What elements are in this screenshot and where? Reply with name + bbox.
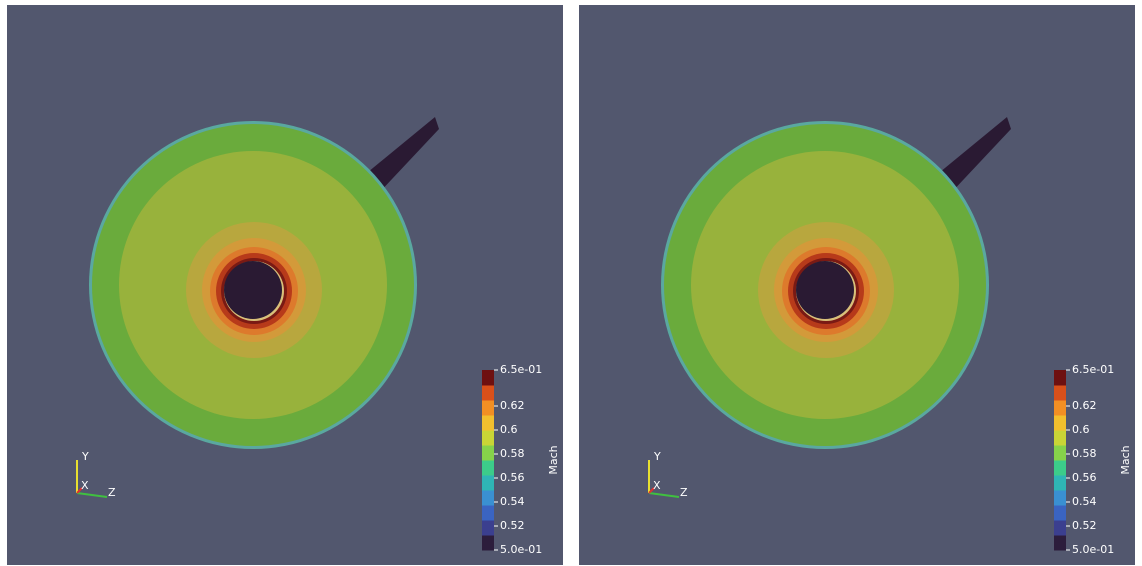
color-band <box>1054 505 1066 521</box>
hole <box>796 261 854 319</box>
colorbar-tick-label: 0.52 <box>1072 519 1097 532</box>
color-band <box>482 400 494 416</box>
colorbar-title: Mach <box>547 445 560 474</box>
color-band <box>482 445 494 461</box>
color-band <box>482 505 494 521</box>
color-band <box>482 415 494 431</box>
colorbar-tick-label: 0.58 <box>1072 447 1097 460</box>
color-band <box>482 460 494 476</box>
colorbar-tick-label: 0.6 <box>1072 423 1090 436</box>
color-band <box>482 490 494 506</box>
axis-x-label: X <box>653 479 661 492</box>
color-band <box>1054 490 1066 506</box>
colorbar-tick-label: 0.54 <box>1072 495 1097 508</box>
color-band <box>1054 415 1066 431</box>
color-band <box>1054 445 1066 461</box>
color-band <box>1054 400 1066 416</box>
axis-y-label: Y <box>81 450 89 463</box>
color-band <box>1054 535 1066 551</box>
colorbar-tick-label: 0.62 <box>1072 399 1097 412</box>
axis-z <box>77 493 107 497</box>
colorbar-tick-label: 0.54 <box>500 495 525 508</box>
render-view[interactable]: Y X Z 6.5e-01 0.62 0.6 0.58 0.56 0.54 0.52 5.0e-01… <box>7 5 563 565</box>
color-band <box>1054 520 1066 536</box>
hole <box>224 261 282 319</box>
color-band <box>1054 430 1066 446</box>
colorbar-tick-label: 6.5e-01 <box>1072 363 1114 376</box>
color-band <box>1054 460 1066 476</box>
axis-z-label: Z <box>680 486 688 499</box>
colorbar-tick-label: 0.6 <box>500 423 518 436</box>
colorbar-tick-label: 0.62 <box>500 399 525 412</box>
colorbar-tick-label: 0.56 <box>1072 471 1097 484</box>
colorbar-title: Mach <box>1119 445 1132 474</box>
color-band <box>482 430 494 446</box>
paraview-window: Y X Z 6.5e-01 0.62 0.6 0.58 0.56 0.54 0.52 5.0e-01… <box>0 0 1142 566</box>
color-band <box>1054 475 1066 491</box>
colorbar-tick-label: 5.0e-01 <box>1072 543 1114 556</box>
color-band <box>482 370 494 386</box>
colorbar-tick-label: 0.52 <box>500 519 525 532</box>
colorbar-tick-label: 0.58 <box>500 447 525 460</box>
axis-z <box>649 493 679 497</box>
color-band <box>482 520 494 536</box>
color-band <box>1054 370 1066 386</box>
color-band <box>482 385 494 401</box>
axis-y-label: Y <box>653 450 661 463</box>
colorbar-tick-label: 0.56 <box>500 471 525 484</box>
axis-z-label: Z <box>108 486 116 499</box>
colorbar-tick-label: 6.5e-01 <box>500 363 542 376</box>
color-band <box>482 475 494 491</box>
render-view[interactable]: Y X Z 6.5e-01 0.62 0.6 0.58 0.56 0.54 0.52 5.0e-01… <box>579 5 1135 565</box>
color-band <box>482 535 494 551</box>
axis-x-label: X <box>81 479 89 492</box>
color-band <box>1054 385 1066 401</box>
colorbar-tick-label: 5.0e-01 <box>500 543 542 556</box>
